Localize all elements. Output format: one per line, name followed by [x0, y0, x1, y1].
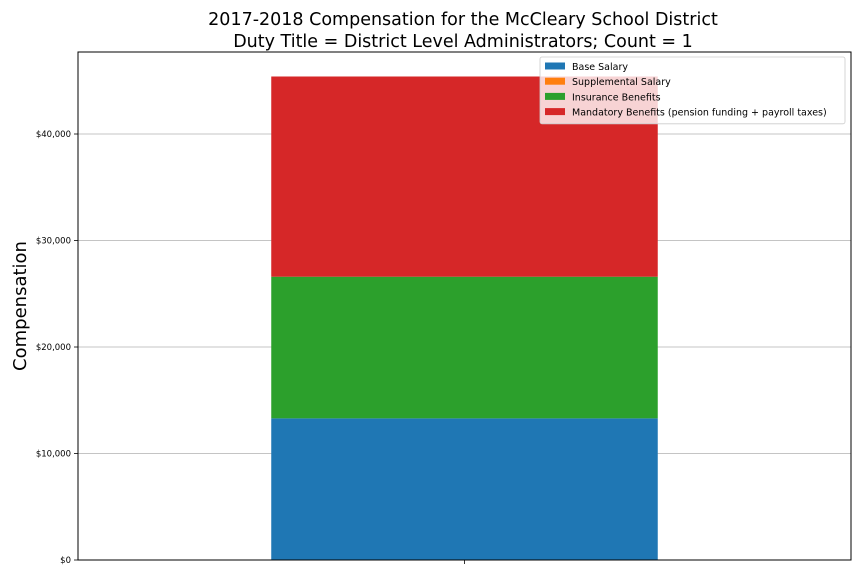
bar-segment — [271, 418, 658, 560]
legend-label: Insurance Benefits — [572, 92, 661, 103]
legend-label: Supplemental Salary — [572, 77, 671, 88]
y-tick-label: $0 — [60, 556, 71, 566]
chart-subtitle: Duty Title = District Level Administrato… — [233, 32, 693, 52]
bar-segment — [271, 276, 658, 419]
chart-title: 2017-2018 Compensation for the McCleary … — [208, 10, 718, 30]
legend-swatch — [545, 62, 565, 70]
ticks-layer: $0 $10,000 $20,000 $30,000 $40,000 — [36, 130, 465, 566]
legend-swatch — [545, 77, 565, 85]
y-tick-label: $20,000 — [36, 343, 71, 353]
y-tick-label: $40,000 — [36, 130, 71, 140]
bars-layer — [271, 76, 658, 560]
y-axis-label: Compensation — [10, 241, 31, 371]
legend-swatch — [545, 92, 565, 100]
legend: Base Salary Supplemental Salary Insurance … — [539, 56, 846, 125]
legend-label: Base Salary — [572, 62, 628, 73]
y-tick-label: $10,000 — [36, 450, 71, 460]
legend-box — [539, 56, 846, 125]
legend-swatch — [545, 108, 565, 116]
legend-label: Mandatory Benefits (pension funding + pa… — [572, 108, 827, 119]
y-tick-label: $30,000 — [36, 237, 71, 247]
